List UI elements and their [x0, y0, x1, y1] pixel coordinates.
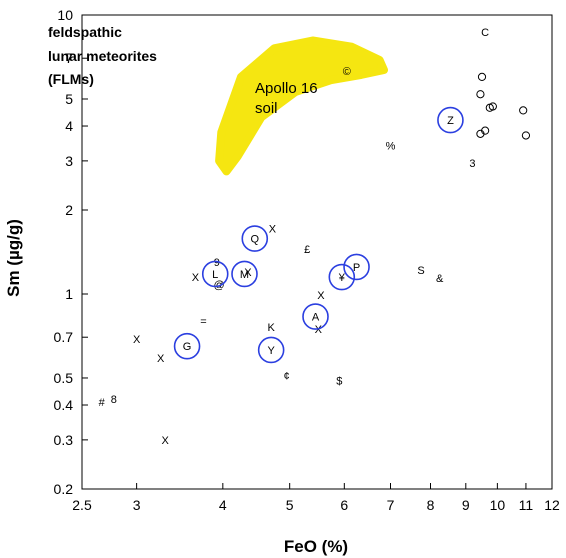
y-axis-title: Sm (µg/g) — [4, 219, 23, 297]
x-tick-label: 12 — [544, 497, 560, 513]
data-point-open-circle — [476, 90, 485, 99]
y-tick-label: 0.7 — [54, 329, 74, 345]
highlighted-point-circle — [328, 263, 356, 291]
y-tick-label: 10 — [57, 7, 73, 23]
highlighted-point-circle — [302, 303, 329, 330]
highlighted-point-circle — [241, 225, 269, 252]
data-point-symbol: X — [133, 334, 141, 346]
y-tick-label: 4 — [65, 118, 73, 134]
x-tick-label: 7 — [387, 497, 395, 513]
highlighted-point-label: P — [353, 262, 360, 274]
y-tick-label: 3 — [65, 153, 73, 169]
highlighted-point-circle — [437, 106, 464, 134]
data-point-open-circle — [481, 126, 490, 135]
data-point-open-circle — [521, 131, 531, 140]
data-point-symbol: 9 — [214, 257, 220, 269]
data-point-symbol: X — [157, 353, 165, 365]
data-point-symbol: 3 — [469, 158, 475, 170]
data-point-symbol: £ — [304, 244, 310, 256]
data-point-symbol: X — [192, 272, 200, 284]
highlighted-point-circle — [231, 260, 258, 288]
highlighted-point-label: L — [212, 269, 218, 281]
x-axis-title: FeO (%) — [284, 537, 348, 556]
data-point-symbol: ¢ — [284, 371, 290, 383]
chart-title-line-1: feldspathic — [48, 24, 122, 40]
chart-title-line-3: (FLMs) — [48, 71, 94, 87]
data-point-symbol: X — [244, 267, 252, 279]
region-label-line-2: soil — [255, 100, 278, 117]
x-tick-label: 8 — [427, 497, 435, 513]
highlighted-point-circle — [257, 336, 285, 364]
data-point-symbol: X — [162, 435, 170, 447]
data-point-open-circle — [477, 72, 487, 81]
region-layer — [215, 36, 388, 176]
y-tick-label: 2 — [65, 202, 73, 218]
highlighted-point-circle — [173, 332, 201, 360]
data-point-symbol: © — [343, 66, 351, 78]
data-point-symbol: = — [200, 316, 206, 328]
data-point-symbol: X — [315, 324, 323, 336]
apollo16-soil-region — [215, 36, 388, 176]
y-tick-label: 0.2 — [54, 481, 74, 497]
x-tick-label: 4 — [219, 497, 227, 513]
highlighted-point-label: M — [240, 269, 249, 281]
data-point-symbol: X — [317, 290, 325, 302]
highlighted-point-label: Q — [250, 234, 259, 246]
y-tick-label: 0.3 — [54, 432, 74, 448]
highlighted-point-circle — [201, 260, 229, 288]
chart-title-line-2: lunar meteorites — [48, 48, 157, 64]
y-tick-label: 5 — [65, 91, 73, 107]
data-point-symbol: $ — [336, 375, 342, 387]
x-tick-label: 5 — [286, 497, 294, 513]
highlighted-point-label: A — [312, 312, 320, 324]
highlighted-point-label: Y — [267, 345, 275, 357]
x-tick-label: 10 — [490, 497, 506, 513]
region-label-line-1: Apollo 16 — [255, 80, 318, 97]
data-point-symbol: % — [386, 141, 396, 153]
highlighted-point-circle — [343, 253, 370, 281]
data-point-symbol: 8 — [111, 394, 117, 406]
data-point-symbol: S — [417, 265, 424, 277]
data-point-symbol: X — [269, 223, 277, 235]
data-point-open-circle — [488, 102, 497, 111]
data-point-symbol: K — [267, 322, 275, 334]
data-point-open-circle — [519, 106, 528, 115]
highlighted-point-label: ¥ — [338, 272, 346, 284]
highlighted-point-label: G — [183, 341, 192, 353]
y-tick-label: 0.5 — [54, 370, 74, 386]
x-tick-label: 11 — [519, 497, 534, 513]
highlighted-point-label: Z — [447, 115, 454, 127]
x-tick-label: 2.5 — [72, 497, 92, 513]
y-tick-label: 7 — [65, 50, 73, 66]
y-tick-label: 1 — [65, 286, 73, 302]
x-tick-label: 3 — [133, 497, 141, 513]
x-tick-label: 6 — [340, 497, 348, 513]
data-point-symbol: C — [481, 27, 489, 39]
x-tick-label: 9 — [462, 497, 470, 513]
y-tick-label: 0.4 — [54, 397, 74, 413]
data-point-symbol: & — [436, 273, 444, 285]
points-layer: X£S&X9X@XK=XXX¢ $# 8X%3C©QL M ¥PAG YZ — [99, 27, 531, 447]
plot-frame — [81, 14, 553, 490]
data-point-symbol: # — [99, 397, 106, 409]
